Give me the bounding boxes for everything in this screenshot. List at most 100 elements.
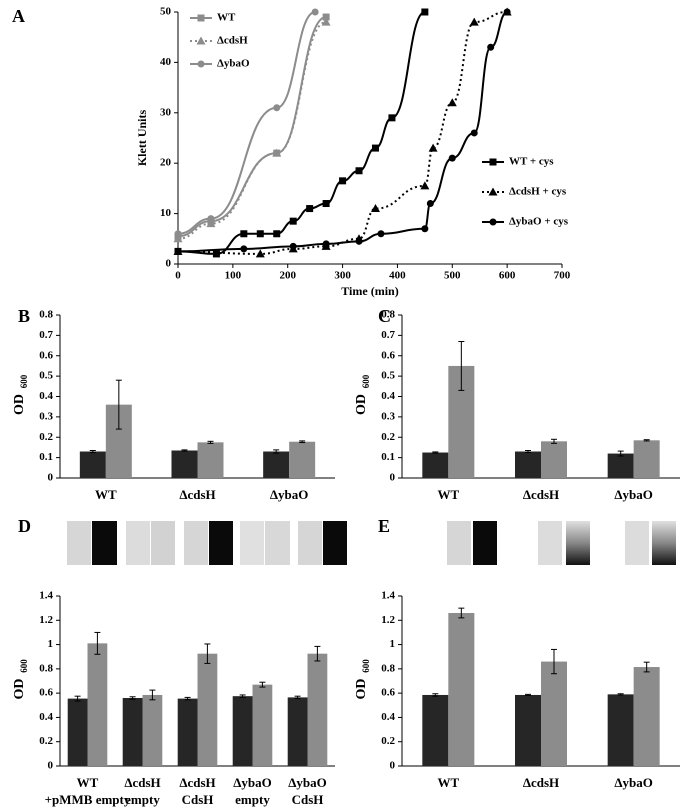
marker (421, 8, 429, 16)
marker (289, 217, 297, 225)
y-tick-label: 0.6 (381, 349, 395, 361)
tube-photos-d (67, 521, 347, 565)
marker (421, 225, 429, 233)
y-axis-label: OD (12, 679, 27, 700)
bar (197, 442, 224, 478)
panel-letter: A (12, 6, 25, 26)
x-tick-label: ΔybaO (614, 487, 653, 502)
y-axis-label-sub: 600 (19, 659, 29, 673)
x-tick-label: ΔcdsH (179, 775, 215, 790)
bar (177, 698, 198, 766)
x-tick-label: 300 (334, 270, 351, 282)
y-tick-label: 0.5 (381, 370, 395, 382)
x-tick-sublabel: empty (235, 792, 270, 807)
marker (487, 43, 495, 51)
y-tick-label: 0.1 (381, 451, 395, 463)
x-tick-label: WT (437, 487, 459, 502)
bar (197, 653, 218, 766)
y-tick-label: 0 (390, 472, 396, 484)
marker (339, 177, 347, 185)
marker (321, 17, 331, 26)
y-axis-label: OD (354, 394, 369, 415)
marker (256, 230, 264, 238)
marker (371, 144, 379, 152)
marker (212, 250, 220, 258)
bar (79, 451, 106, 478)
marker (196, 36, 206, 45)
marker (447, 98, 457, 107)
x-tick-sublabel: empty (125, 792, 160, 807)
marker (370, 204, 380, 213)
marker (322, 13, 330, 21)
y-tick-label: 1.4 (381, 590, 395, 602)
x-tick-sublabel: +pMMB empty (45, 792, 131, 807)
y-tick-label: 1 (48, 638, 54, 650)
marker (173, 234, 183, 243)
marker (240, 230, 248, 238)
bar (232, 696, 253, 766)
marker (272, 148, 282, 157)
y-tick-label: 1.2 (39, 614, 53, 626)
x-tick-label: ΔybaO (270, 487, 309, 502)
y-tick-label: 10 (160, 207, 172, 219)
x-tick-label: ΔybaO (233, 775, 272, 790)
bar (263, 451, 290, 478)
y-tick-label: 0.4 (39, 711, 53, 723)
marker (273, 230, 281, 238)
y-tick-label: 0.4 (39, 390, 53, 402)
series-line (178, 11, 508, 255)
marker (289, 242, 297, 250)
y-tick-label: 20 (160, 157, 172, 169)
marker (377, 230, 385, 238)
bar (422, 694, 449, 766)
x-tick-label: 700 (554, 270, 571, 282)
legend-label: ΔybaO (217, 58, 250, 70)
y-tick-label: 0.7 (381, 329, 395, 341)
y-tick-label: 0.6 (381, 687, 395, 699)
marker (428, 143, 438, 152)
marker (174, 247, 182, 255)
marker (488, 187, 498, 196)
y-tick-label: 0.8 (39, 309, 53, 321)
marker (426, 200, 434, 208)
marker (388, 114, 396, 122)
y-tick-label: 30 (160, 106, 172, 118)
y-tick-label: 0.7 (39, 329, 53, 341)
y-tick-label: 0.2 (39, 431, 53, 443)
x-tick-label: 200 (279, 270, 296, 282)
marker (503, 8, 511, 16)
x-tick-label: WT (77, 775, 99, 790)
y-tick-label: 0.2 (381, 431, 395, 443)
bar (171, 450, 198, 478)
y-tick-label: 0.4 (381, 711, 395, 723)
y-tick-label: 0.8 (381, 662, 395, 674)
marker (355, 237, 363, 245)
series-line (178, 16, 327, 238)
y-tick-label: 0.2 (381, 735, 395, 747)
bar (607, 453, 634, 478)
marker (489, 218, 497, 226)
x-tick-label: ΔcdsH (523, 487, 559, 502)
bar (67, 698, 88, 766)
x-tick-label: ΔcdsH (523, 775, 559, 790)
marker (206, 219, 216, 228)
y-tick-label: 0.3 (381, 410, 395, 422)
y-axis-label-sub: 600 (361, 659, 371, 673)
marker (355, 167, 363, 175)
y-tick-label: 0.6 (39, 687, 53, 699)
bar (142, 694, 163, 766)
legend-label: ΔybaO + cys (509, 216, 569, 228)
marker (469, 17, 479, 26)
marker (207, 215, 215, 223)
x-tick-label: 600 (499, 270, 516, 282)
marker (174, 230, 182, 238)
marker (322, 200, 330, 208)
bar (87, 643, 108, 766)
y-tick-label: 0 (48, 760, 54, 772)
bar (541, 441, 567, 478)
x-axis-label: Time (min) (341, 284, 398, 298)
marker (311, 8, 319, 16)
bar (448, 613, 475, 766)
y-axis-label: OD (354, 679, 369, 700)
